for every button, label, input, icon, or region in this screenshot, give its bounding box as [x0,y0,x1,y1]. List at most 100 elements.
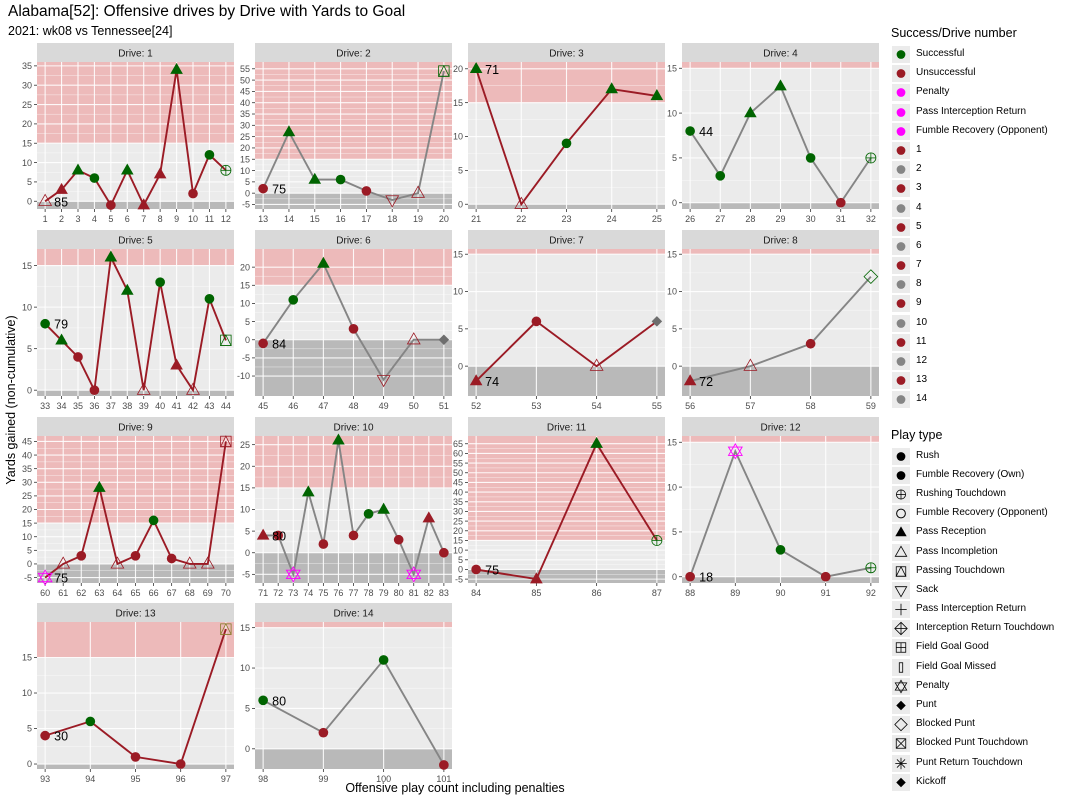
y-tick-label: 20 [22,505,32,515]
y-tick-label: 15 [240,280,250,290]
legend-playtype-key [892,581,910,599]
legend-playtype-item: Sack [884,581,1067,600]
x-tick-label: 25 [652,214,662,224]
facet-strip [37,43,234,62]
negative-yardage-zone [37,201,234,209]
legend-playtype-key-glyph [894,545,908,557]
facet-strip [255,417,452,436]
y-tick-label: 30 [453,507,463,517]
y-tick-label: 15 [453,249,463,259]
data-point [55,182,68,194]
data-point [715,171,726,181]
legend-playtype-symbol-icon [894,622,908,636]
legend-playtype-label: Kickoff [916,775,946,787]
x-tick-label: 31 [836,214,846,224]
legend-playtype-item: Interception Return Touchdown [884,619,1067,638]
x-tick-label: 68 [185,588,195,598]
facet-strip [255,603,452,622]
data-point [376,375,391,388]
legend-success-key-glyph [896,299,906,309]
y-tick-label: 10 [453,287,463,297]
data-point [385,195,400,208]
data-point [89,173,100,183]
chart-title: Alabama[52]: Offensive drives by Drive w… [8,3,406,20]
data-point [530,572,543,584]
facet-strip [37,417,234,436]
legend-success-symbol-icon [896,280,906,290]
data-point [727,443,743,460]
legend-success-symbol-icon [896,299,906,309]
legend-success-item: Fumble Recovery (Opponent) [884,122,1067,141]
y-tick-label: 10 [453,545,463,555]
y-tick-label: 15 [453,536,463,546]
y-tick-label: 40 [453,487,463,497]
facet-strip-label: Drive: 3 [549,49,584,60]
legend-playtype-symbol-icon [894,679,908,694]
legend-success-key-glyph [896,165,906,174]
y-tick-label: 5 [672,153,677,163]
legend-playtype-key [892,716,910,734]
legend-playtype-symbol-icon [894,586,908,598]
data-point [805,153,816,163]
facet-panel-4: Drive: 4 0 5 10 15 26 27 28 29 30 31 32 44 [667,43,879,224]
y-tick-label: 0 [245,335,250,345]
drive-line [689,275,872,383]
x-tick-label: 37 [106,401,116,411]
data-point [282,125,296,137]
data-point [348,530,359,541]
x-tick-label: 60 [40,588,50,598]
y-tick-label: 10 [22,688,32,698]
legend-playtype-symbol-icon [896,451,906,461]
facet-strip-label: Drive: 4 [763,49,798,60]
legend: Success/Drive number Successful Unsuccess… [884,22,1067,792]
legend-success-label: 9 [916,297,922,309]
data-point [363,508,374,519]
y-tick-label: 5 [672,324,677,334]
x-tick-label: 77 [348,588,358,598]
data-point [153,167,167,179]
x-tick-label: 59 [866,401,876,411]
x-tick-label: 44 [221,401,231,411]
legend-playtype-key [892,601,910,619]
x-tick-label: 19 [413,214,423,224]
x-tick-label: 49 [379,401,389,411]
x-tick-label: 66 [149,588,159,598]
legend-success-symbol-icon [896,261,906,270]
big-play-zone [682,249,879,255]
data-point [220,164,232,176]
legend-playtype-item: Fumble Recovery (Opponent) [884,504,1067,523]
legend-playtype-key [892,754,910,772]
x-tick-label: 84 [471,588,481,598]
x-tick-label: 74 [303,588,313,598]
y-tick-label: -10 [237,371,250,381]
data-point [411,185,426,198]
panel-background [37,249,234,396]
legend-playtype-symbol-icon [895,603,907,616]
data-point [361,186,372,196]
start-yardline-label: 44 [699,125,713,139]
big-play-zone [255,622,452,628]
facet-strip [37,603,234,622]
y-tick-label: 5 [245,704,250,714]
x-tick-label: 14 [284,214,294,224]
legend-playtype-symbol-icon [895,565,907,577]
legend-success-symbol-icon [896,222,906,232]
y-tick-label: 40 [22,450,32,460]
y-tick-label: 45 [22,437,32,447]
legend-success-key-glyph [896,107,906,117]
legend-playtype-key-glyph [894,679,908,694]
x-tick-label: 65 [130,588,140,598]
legend-success-symbol-icon [896,50,906,59]
data-point [71,163,85,175]
data-point [308,172,322,184]
data-point [865,562,877,574]
legend-success-key-glyph [896,242,906,251]
data-point [332,433,345,445]
legend-playtype-key-glyph [896,508,906,519]
y-tick-label: 10 [667,287,677,297]
legend-success-label: Pass Interception Return [916,105,1027,117]
x-tick-label: 18 [387,214,397,224]
negative-yardage-zone [37,390,234,396]
facet-panel-3: Drive: 3 0 5 10 15 20 21 22 23 24 25 71 [453,43,665,224]
legend-playtype-key-glyph [896,470,906,480]
